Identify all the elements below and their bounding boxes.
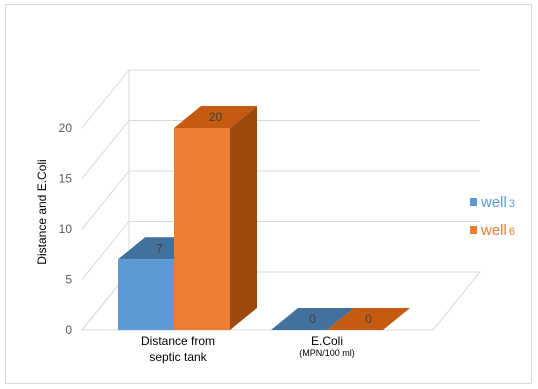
x-category-label-1: E.Coli(MPN/100 ml): [299, 334, 355, 358]
x-category-line: (MPN/100 ml): [299, 348, 355, 358]
legend-item-0: well 3: [470, 194, 515, 211]
x-category-line: E.Coli: [311, 334, 343, 348]
legend-swatch: [470, 198, 477, 206]
legend: well 3 well 6: [470, 194, 515, 239]
gridline-side: [81, 120, 130, 179]
gridline-side: [81, 170, 130, 230]
x-category-line: Distance from: [141, 334, 215, 348]
x-category-line: septic tank: [149, 350, 207, 364]
bar-top: [271, 308, 354, 330]
legend-label: well 3: [480, 194, 515, 211]
bar-top: [327, 308, 410, 330]
data-label: 0: [309, 312, 316, 326]
data-label: 0: [365, 312, 372, 326]
y-tick-label: 10: [59, 222, 73, 236]
bar-front: [174, 128, 230, 330]
bar-well6-1: [327, 308, 410, 330]
y-tick-label: 0: [65, 323, 72, 337]
legend-label: well 6: [480, 222, 515, 239]
y-tick-label: 20: [59, 121, 73, 135]
data-label: 7: [156, 241, 163, 255]
bar-side: [230, 106, 257, 330]
gridline-side: [81, 221, 130, 280]
legend-swatch: [470, 226, 477, 234]
bar-front: [118, 259, 174, 330]
labels: 0 5 10 15 20 Distance and E.Coli 7 0 20 0 Distance…: [35, 110, 372, 364]
y-tick-label: 5: [65, 273, 72, 287]
data-label: 20: [209, 110, 223, 124]
x-category-label-0: Distance from septic tank: [141, 334, 215, 364]
gridline-side: [81, 69, 130, 129]
bars: [118, 106, 410, 330]
y-tick-label: 15: [59, 172, 73, 186]
bar-well6-0: [174, 106, 257, 330]
bar-top: [174, 106, 257, 128]
y-axis-title: Distance and E.Coli: [35, 159, 49, 264]
chart-frame: [5, 4, 532, 384]
bar-well3-1: [271, 308, 354, 330]
legend-item-1: well 6: [470, 222, 515, 239]
